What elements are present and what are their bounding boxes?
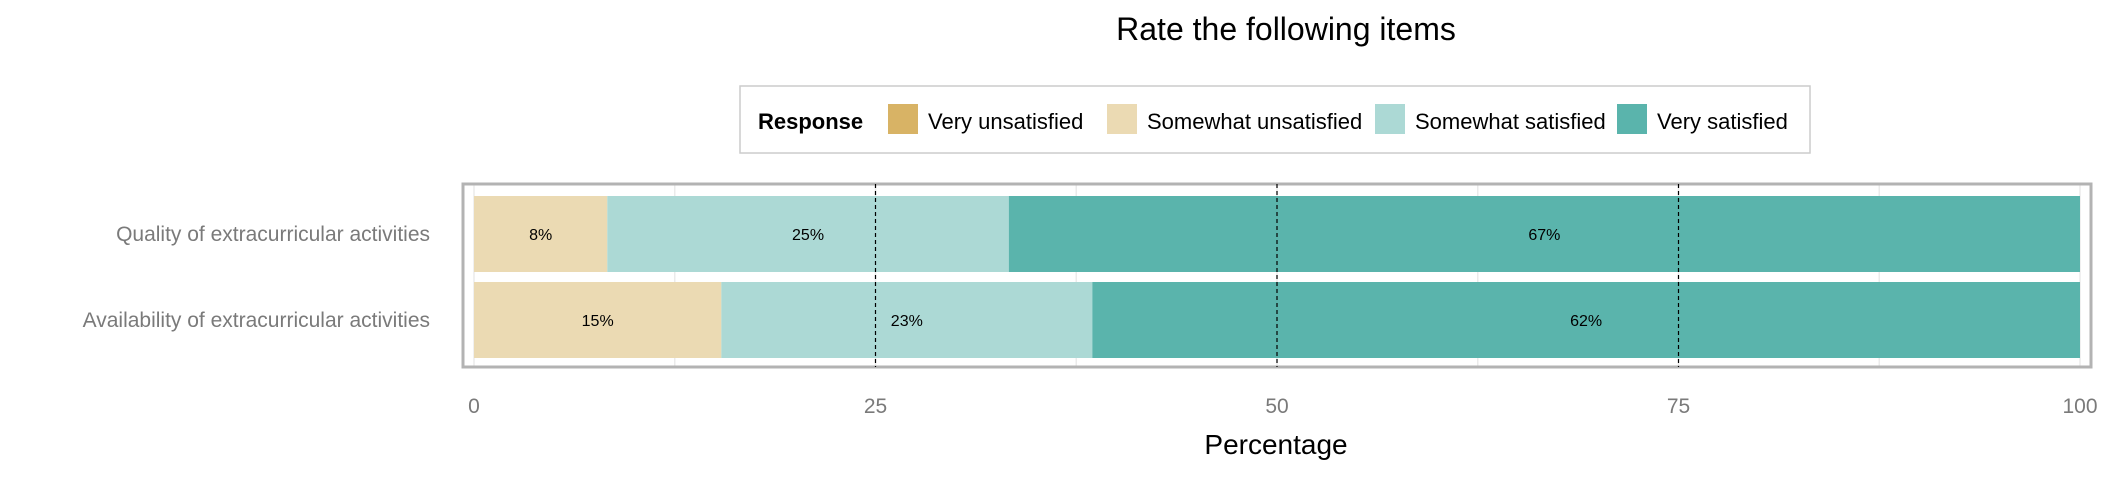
bar-segment bbox=[1092, 282, 2080, 358]
bar-value-label: 23% bbox=[891, 313, 923, 330]
x-tick-label: 0 bbox=[468, 395, 480, 418]
x-tick-label: 100 bbox=[2062, 395, 2097, 418]
bar-segment bbox=[607, 196, 1009, 272]
legend-label: Somewhat satisfied bbox=[1415, 109, 1606, 134]
bar-value-label: 15% bbox=[582, 313, 614, 330]
bar-value-label: 8% bbox=[529, 227, 552, 244]
legend-label: Very unsatisfied bbox=[928, 109, 1083, 134]
legend-label: Very satisfied bbox=[1657, 109, 1788, 134]
bar-segment bbox=[721, 282, 1093, 358]
legend-swatch bbox=[1617, 104, 1647, 134]
x-axis-title: Percentage bbox=[1204, 429, 1347, 460]
bar-value-label: 62% bbox=[1570, 313, 1602, 330]
bar-value-label: 25% bbox=[792, 227, 824, 244]
legend-label: Somewhat unsatisfied bbox=[1147, 109, 1362, 134]
bar-value-label: 67% bbox=[1528, 227, 1560, 244]
bar-segment bbox=[474, 282, 722, 358]
category-label: Quality of extracurricular activities bbox=[116, 223, 430, 246]
legend-swatch bbox=[1107, 104, 1137, 134]
legend: Response Very unsatisfied Somewhat unsati… bbox=[739, 85, 1811, 154]
legend-swatch bbox=[1375, 104, 1405, 134]
x-tick-label: 25 bbox=[864, 395, 887, 418]
legend-swatch bbox=[888, 104, 918, 134]
legend-title: Response bbox=[758, 109, 863, 134]
x-tick-label: 50 bbox=[1265, 395, 1288, 418]
x-tick-label: 75 bbox=[1667, 395, 1690, 418]
category-label: Availability of extracurricular activiti… bbox=[83, 309, 430, 332]
bar-segment bbox=[474, 196, 608, 272]
bar-segment bbox=[1008, 196, 2080, 272]
chart-title: Rate the following items bbox=[1116, 11, 1456, 47]
